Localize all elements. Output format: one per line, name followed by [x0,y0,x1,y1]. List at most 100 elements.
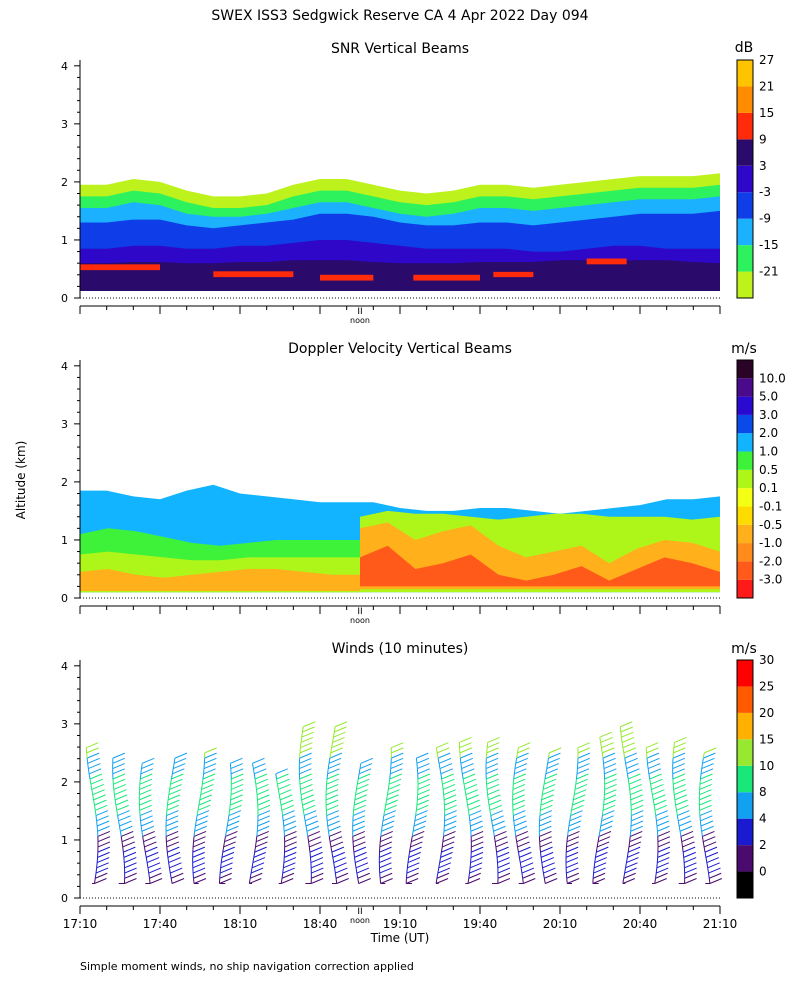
noon-marker: II [357,307,362,317]
wind-staff [332,737,334,743]
colorbar-label: 15 [759,106,774,120]
wind-profile [298,721,324,884]
wind-barb [86,752,100,759]
wind-barb [230,789,244,796]
wind-barb [622,878,636,884]
wind-staff [145,857,148,863]
wind-staff [301,731,303,738]
wind-staff [541,789,544,795]
wind-barb [438,862,451,869]
wind-staff [488,805,491,811]
wind-staff [651,794,654,800]
wind-barb [92,789,105,796]
wind-barb [436,872,450,879]
wind-barb [381,820,395,827]
wind-barb [544,872,557,879]
wind-barb [709,872,722,879]
wind-staff [702,758,704,764]
wind-barb [573,794,586,801]
wind-barb [94,799,107,806]
wind-staff [249,872,252,879]
colorbar-segment [737,871,753,898]
wind-staff [355,784,358,790]
wind-staff [569,815,572,821]
wind-staff [169,784,172,790]
wind-barb [490,810,503,817]
wind-barb [631,815,644,822]
wind-barb [444,820,457,827]
wind-barb [221,857,234,864]
wind-barb [304,815,318,822]
wind-barb [95,810,109,817]
wind-barb [544,773,558,780]
wind-barb [674,789,687,796]
wind-barb [299,747,313,754]
wind-barb [121,831,134,837]
wind-staff [593,867,595,874]
wind-barb [627,846,641,853]
wind-staff [118,820,120,827]
wind-staff [596,841,599,848]
wind-staff [255,836,258,842]
wind-staff [281,810,284,816]
wind-barb [494,836,508,843]
wind-barb [254,768,267,775]
wind-barb [470,820,483,827]
colorbar-segment [737,506,753,525]
wind-staff [406,867,408,874]
colorbar-label: -15 [759,238,779,252]
wind-barb [275,768,288,775]
wind-barb [334,862,347,869]
wind-staff [359,763,362,769]
wind-barb [522,872,535,879]
wind-barb [443,825,457,832]
wind-barb [228,810,242,817]
wind-barb [435,878,449,884]
wind-barb [648,768,662,775]
wind-staff [354,857,356,863]
wind-staff [92,794,95,800]
wind-staff [570,810,572,816]
wind-staff [466,799,469,806]
wind-staff [309,852,311,858]
wind-staff [201,784,203,790]
wind-staff [389,773,391,780]
wind-staff [593,862,596,868]
wind-staff [675,805,677,811]
wind-barb [202,773,216,780]
wind-barb [173,763,186,770]
wind-barbs [85,721,723,884]
wind-barb [518,846,531,853]
wind-barb [282,867,295,874]
wind-barb [192,851,205,858]
wind-barb [360,757,374,764]
wind-barb [283,857,297,864]
wind-staff [514,831,517,837]
wind-staff [331,852,334,858]
wind-staff [487,794,489,800]
wind-barb [305,820,319,827]
wind-barb [197,804,211,811]
wind-barb [440,768,454,775]
wind-barb [497,878,511,884]
wind-barb [566,872,579,879]
wind-barb [463,778,477,785]
wind-barb [334,726,347,733]
wind-barb [655,810,668,817]
wind-barb [700,820,714,827]
wind-barb [646,742,659,749]
wind-barb [462,768,475,775]
wind-barb [701,825,714,832]
wind-staff [333,862,336,868]
wind-barb [171,878,185,884]
wind-staff [223,841,226,848]
wind-barb [542,789,555,796]
wind-barb [708,867,721,874]
wind-barb [497,862,511,869]
wind-barb [700,815,713,822]
wind-barb [704,846,718,853]
wind-barb [282,810,295,817]
wind-staff [196,810,199,816]
wind-staff [299,789,302,795]
wind-barb [94,878,107,884]
